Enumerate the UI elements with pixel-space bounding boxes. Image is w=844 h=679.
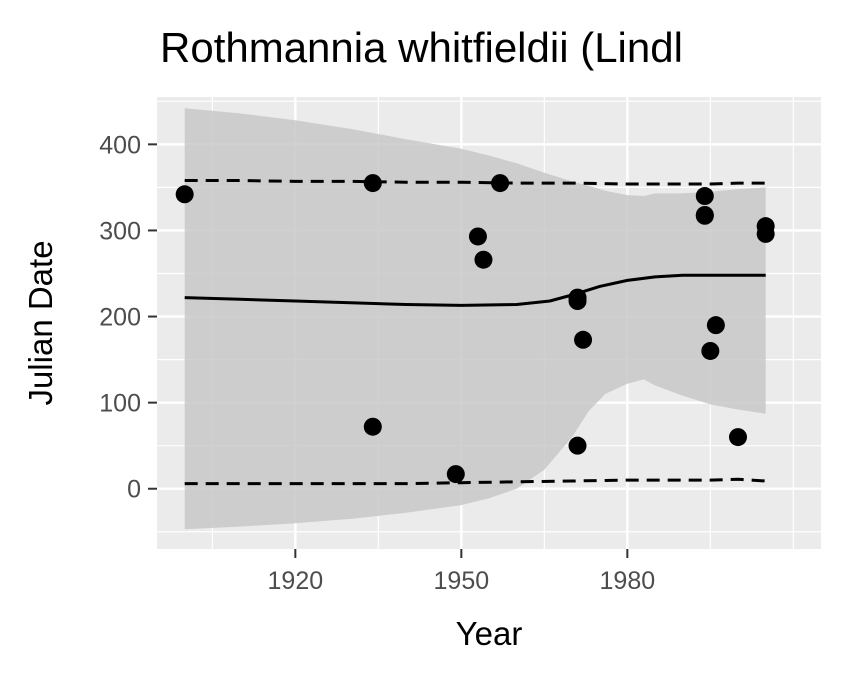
data-point [446, 465, 465, 484]
x-tick-label: 1980 [600, 567, 656, 595]
confidence-ribbon [184, 108, 766, 530]
fit-line [184, 273, 766, 307]
data-point [701, 341, 720, 360]
y-axis-title: Julian Date [22, 240, 59, 405]
y-tick-label: 200 [99, 304, 141, 332]
y-tick-label: 0 [127, 476, 141, 504]
lower-quantile-line [184, 477, 766, 486]
upper-quantile-line [184, 179, 766, 186]
data-point [175, 185, 194, 204]
data-point [491, 174, 510, 193]
data-point [568, 436, 587, 455]
line-group [184, 179, 766, 486]
data-point [729, 428, 747, 447]
data-point [695, 187, 714, 206]
data-point [706, 316, 725, 335]
x-tick-label: 1920 [268, 567, 324, 595]
confidence-ribbon-group [184, 108, 766, 530]
y-tick-label: 100 [99, 390, 141, 418]
data-point [474, 250, 493, 269]
data-point [574, 330, 593, 349]
data-point [363, 417, 382, 436]
y-tick-label: 400 [99, 131, 141, 159]
chart-title: Rothmannia whitfieldii (Lindl [160, 24, 683, 71]
x-axis-title: Year [456, 615, 523, 652]
x-tick-label: 1950 [434, 567, 490, 595]
axis-ticks: 1920 1950 1980 0 100 200 300 400 [99, 131, 655, 595]
data-point [568, 292, 587, 311]
y-tick-label: 300 [99, 217, 141, 245]
data-point [468, 227, 487, 246]
data-point [695, 205, 714, 224]
data-point [756, 224, 775, 243]
data-points [175, 174, 775, 484]
data-point [363, 174, 382, 193]
